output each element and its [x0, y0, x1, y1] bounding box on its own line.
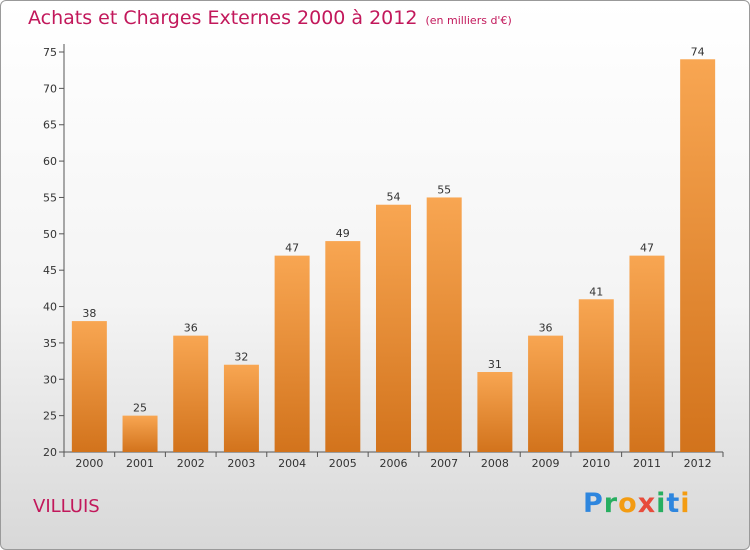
x-tick-label: 2008 [481, 457, 509, 470]
bar [680, 59, 716, 452]
bar [528, 335, 564, 452]
bar-value-label: 49 [336, 227, 350, 240]
proxiti-logo[interactable]: Proxiti [583, 488, 691, 519]
x-tick-label: 2007 [430, 457, 458, 470]
bar [477, 372, 513, 452]
y-tick-label: 35 [43, 337, 57, 350]
logo-letter: o [618, 488, 638, 519]
bar [325, 241, 361, 452]
place-name: VILLUIS [33, 496, 100, 517]
y-tick-label: 45 [43, 264, 57, 277]
bar [223, 364, 259, 452]
y-tick-label: 60 [43, 155, 57, 168]
x-tick-label: 2001 [126, 457, 154, 470]
bar-value-label: 38 [82, 307, 96, 320]
bar-value-label: 47 [640, 242, 654, 255]
y-tick-label: 55 [43, 191, 57, 204]
bar [71, 321, 107, 452]
logo-letter: P [583, 488, 604, 519]
x-tick-label: 2006 [380, 457, 408, 470]
logo-letter: i [680, 488, 691, 519]
chart-title: Achats et Charges Externes 2000 à 2012 (e… [28, 7, 512, 29]
chart-title-text: Achats et Charges Externes 2000 à 2012 [28, 7, 418, 29]
bar-value-label: 55 [437, 183, 451, 196]
y-tick-label: 30 [43, 373, 57, 386]
bar-value-label: 31 [488, 358, 502, 371]
x-tick-label: 2000 [75, 457, 103, 470]
bar-value-label: 36 [184, 322, 198, 335]
bar-value-label: 36 [539, 322, 553, 335]
x-tick-label: 2002 [177, 457, 205, 470]
bar-value-label: 41 [589, 285, 603, 298]
bar-value-label: 74 [691, 45, 705, 58]
y-tick-label: 65 [43, 119, 57, 132]
y-tick-label: 20 [43, 446, 57, 459]
bar [274, 255, 310, 452]
bar-value-label: 54 [387, 191, 401, 204]
logo-letter: x [637, 488, 657, 519]
logo-letter: r [603, 488, 619, 519]
bar [173, 335, 209, 452]
chart-unit: (en milliers d'€) [425, 14, 512, 27]
x-tick-label: 2012 [684, 457, 712, 470]
x-tick-label: 2011 [633, 457, 661, 470]
x-tick-label: 2009 [532, 457, 560, 470]
y-tick-label: 75 [43, 46, 57, 59]
x-tick-label: 2010 [582, 457, 610, 470]
x-tick-label: 2003 [227, 457, 255, 470]
x-tick-label: 2005 [329, 457, 357, 470]
bar [426, 197, 462, 452]
bar-value-label: 25 [133, 402, 147, 415]
y-tick-label: 40 [43, 301, 57, 314]
bar-value-label: 47 [285, 242, 299, 255]
bar [629, 255, 665, 452]
bar [122, 415, 158, 452]
bar [376, 204, 411, 452]
logo-letter: t [666, 488, 681, 519]
bar-value-label: 32 [234, 351, 248, 364]
y-tick-label: 25 [43, 410, 57, 423]
bars [71, 59, 716, 452]
y-tick-label: 50 [43, 228, 57, 241]
data-labels: 38 25 36 32 47 49 54 55 31 36 41 47 74 [82, 45, 704, 414]
y-tick-label: 70 [43, 82, 57, 95]
x-tick-label: 2004 [278, 457, 306, 470]
bar [578, 299, 614, 452]
logo-letter: i [656, 488, 667, 519]
